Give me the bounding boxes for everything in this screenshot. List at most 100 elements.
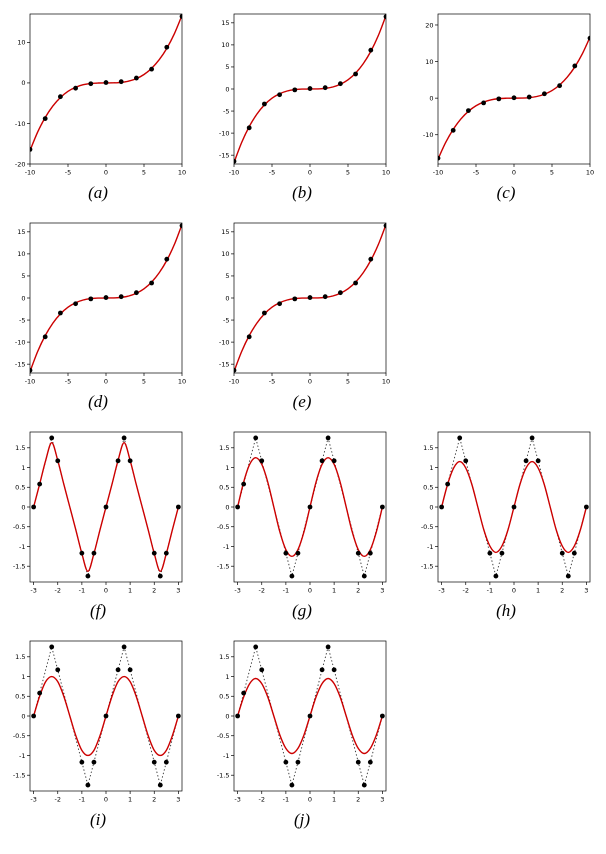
x-tick-label: 0	[104, 169, 108, 177]
x-tick-label: 0	[104, 796, 108, 804]
x-tick-label: -3	[234, 796, 240, 804]
data-points	[30, 223, 182, 373]
x-tick-label: -1	[79, 587, 85, 595]
chart-f-label: (f)	[89, 601, 107, 620]
y-tick-label: -1.5	[217, 563, 230, 571]
data-points	[235, 435, 385, 579]
data-points	[31, 644, 181, 788]
x-tick-label: -5	[269, 378, 275, 386]
y-tick-label: -15	[15, 360, 26, 368]
plot-frame	[29, 13, 183, 165]
y-tick-label: 1.5	[219, 444, 229, 452]
chart-c: -10 -5 0 5 10 -10 0 10 20 (c)	[416, 8, 596, 203]
x-tick-label: 2	[356, 796, 360, 804]
x-tick-label: -3	[30, 796, 36, 804]
chart-d: -10 -5 0 5 10 -15 -10 -5 0 5 10 15 (d)	[8, 217, 188, 412]
y-tick-label: -0.5	[217, 523, 230, 531]
data-points	[438, 35, 590, 161]
x-tick-label: -3	[30, 587, 36, 595]
y-tick-label: 0	[225, 294, 229, 302]
chart-d-canvas: -10 -5 0 5 10 -15 -10 -5 0 5 10 15	[15, 222, 186, 386]
y-tick-label: 0.5	[219, 693, 229, 701]
x-tick-label: -10	[433, 169, 444, 177]
y-tick-label: -5	[223, 107, 229, 115]
y-tick-label: 1	[225, 673, 229, 681]
x-tick-label: 3	[176, 796, 180, 804]
y-tick-label: -20	[15, 160, 26, 168]
chart-j-canvas: -3 -2 -1 0 1 2 3 -1.5 -1 -0.5 0 0.5 1 1.5	[217, 640, 387, 804]
chart-i: -3 -2 -1 0 1 2 3 -1.5 -1 -0.5 0 0.5 1 1.5 (i)	[8, 635, 188, 830]
x-tick-label: 0	[104, 587, 108, 595]
x-tick-label: 5	[346, 169, 350, 177]
chart-h-canvas: -3 -2 -1 0 1 2 3 -1.5 -1 -0.5 0 0.5 1 1.5	[421, 431, 591, 595]
y-tick-label: 20	[425, 21, 433, 29]
y-tick-label: -0.5	[217, 732, 230, 740]
x-tick-label: -1	[283, 796, 289, 804]
data-points	[439, 435, 589, 579]
y-tick-label: 10	[17, 250, 25, 258]
chart-h: -3 -2 -1 0 1 2 3 -1.5 -1 -0.5 0 0.5 1 1.5 (h)	[416, 426, 596, 621]
y-tick-label: 10	[221, 41, 229, 49]
y-tick-label: 1.5	[15, 653, 25, 661]
x-tick-label: -2	[259, 587, 265, 595]
y-tick-label: 1	[21, 673, 25, 681]
x-tick-label: 2	[152, 796, 156, 804]
chart-a: -10 -5 0 5 10 -20 -10 0 10 (a)	[8, 8, 188, 203]
x-tick-label: 0	[512, 169, 516, 177]
x-tick-label: 1	[128, 796, 132, 804]
x-tick-label: -2	[55, 587, 61, 595]
y-tick-label: -10	[15, 338, 26, 346]
x-tick-label: -10	[25, 378, 36, 386]
x-tick-label: 10	[178, 378, 186, 386]
y-tick-label: -10	[15, 120, 26, 128]
chart-b-canvas: -10 -5 0 5 10 -15 -10 -5 0 5 10 15	[219, 13, 390, 177]
x-tick-label: 1	[332, 587, 336, 595]
y-tick-label: -5	[19, 316, 25, 324]
x-tick-label: 0	[512, 587, 516, 595]
y-tick-label: 0.5	[15, 693, 25, 701]
y-tick-label: 1	[429, 464, 433, 472]
x-tick-label: -2	[55, 796, 61, 804]
y-tick-label: -10	[219, 338, 230, 346]
data-points	[31, 435, 181, 579]
x-tick-label: -2	[463, 587, 469, 595]
x-tick-label: 2	[356, 587, 360, 595]
data-points	[234, 14, 386, 164]
y-tick-label: 1	[225, 464, 229, 472]
y-tick-label: 15	[221, 228, 229, 236]
x-tick-label: 3	[380, 587, 384, 595]
chart-c-canvas: -10 -5 0 5 10 -10 0 10 20	[423, 13, 594, 177]
y-tick-label: -5	[223, 316, 229, 324]
y-tick-label: 15	[221, 19, 229, 27]
x-tick-label: -5	[269, 169, 275, 177]
x-tick-label: 5	[142, 169, 146, 177]
x-tick-label: -5	[65, 378, 71, 386]
data-points	[30, 14, 182, 152]
y-tick-label: 0	[429, 503, 433, 511]
y-tick-label: -0.5	[421, 523, 434, 531]
y-tick-label: -1.5	[13, 772, 26, 780]
chart-e: -10 -5 0 5 10 -15 -10 -5 0 5 10 15 (e)	[212, 217, 392, 412]
y-tick-label: 0	[21, 294, 25, 302]
x-tick-label: -10	[229, 378, 240, 386]
y-tick-label: 10	[425, 58, 433, 66]
chart-c-label: (c)	[496, 183, 516, 202]
x-tick-label: 0	[104, 378, 108, 386]
y-tick-label: 0	[21, 712, 25, 720]
x-tick-label: 0	[308, 587, 312, 595]
y-tick-label: 1.5	[15, 444, 25, 452]
data-points	[234, 223, 386, 373]
y-tick-label: 0.5	[219, 484, 229, 492]
y-tick-label: 5	[225, 63, 229, 71]
x-tick-label: 5	[346, 378, 350, 386]
x-tick-label: -3	[234, 587, 240, 595]
plot-frame	[437, 13, 591, 165]
y-tick-label: -15	[219, 151, 230, 159]
chart-g: -3 -2 -1 0 1 2 3 -1.5 -1 -0.5 0 0.5 1 1.5 (g)	[212, 426, 392, 621]
chart-b-label: (b)	[292, 183, 312, 202]
chart-j-label: (j)	[293, 810, 311, 829]
y-tick-label: 10	[17, 39, 25, 47]
y-tick-label: -1	[223, 543, 229, 551]
